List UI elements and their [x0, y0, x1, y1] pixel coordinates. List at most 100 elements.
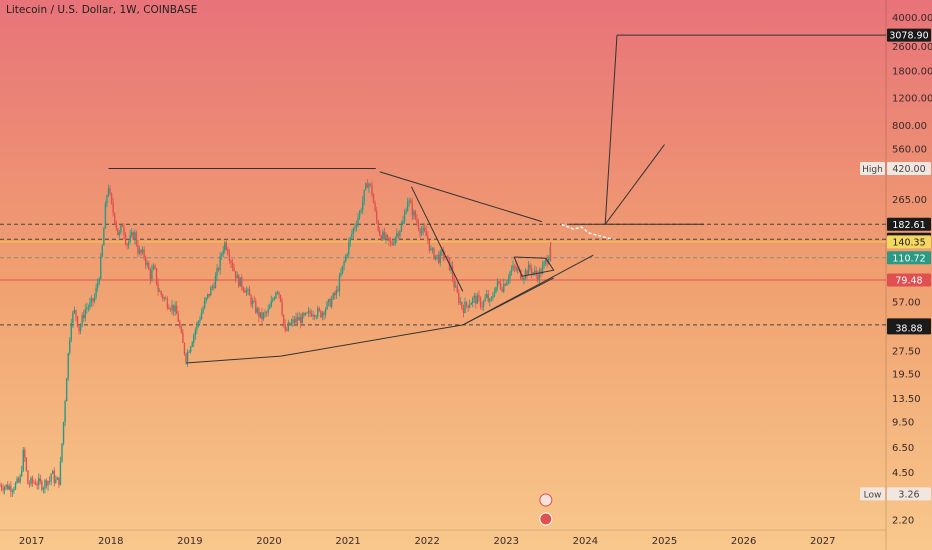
- candle-body: [89, 302, 90, 307]
- candle-body: [329, 299, 330, 306]
- candle-body: [376, 211, 377, 221]
- candle-body: [435, 255, 436, 259]
- candle-body: [292, 319, 293, 322]
- candle-body: [173, 305, 174, 312]
- candle-body: [306, 313, 307, 314]
- candle-body: [433, 248, 434, 259]
- candle-body: [122, 225, 123, 227]
- candle-body: [57, 477, 58, 479]
- candle-body: [88, 307, 89, 308]
- candle-body: [447, 256, 448, 258]
- candle-body: [348, 242, 349, 254]
- candle-body: [198, 321, 199, 323]
- candle-body: [491, 298, 492, 299]
- candle-body: [489, 299, 490, 301]
- candle-body: [266, 312, 267, 313]
- candle-body: [328, 299, 329, 302]
- candle-body: [210, 288, 211, 296]
- x-tick-label: 2021: [335, 536, 360, 547]
- candle-body: [322, 313, 323, 318]
- candle-body: [66, 379, 67, 401]
- candle-body: [405, 211, 406, 214]
- candle-body: [467, 305, 468, 307]
- candle-body: [267, 309, 268, 312]
- candle-body: [281, 301, 282, 314]
- earnings-icon[interactable]: [540, 513, 552, 525]
- candle-body: [494, 292, 495, 296]
- candle-body: [157, 284, 158, 292]
- candle-body: [24, 450, 25, 458]
- 182-61-badge[interactable]: 182.61: [887, 218, 931, 231]
- candle-body: [75, 310, 76, 316]
- candle-body: [509, 272, 510, 279]
- candle-body: [295, 317, 296, 323]
- candle-body: [461, 302, 462, 308]
- 140-35-badge[interactable]: 140.35: [887, 235, 931, 248]
- candle-body: [533, 272, 534, 273]
- candle-body: [150, 269, 151, 279]
- candle-body: [18, 478, 19, 482]
- candle-body: [114, 213, 115, 222]
- 38-88-badge[interactable]: 38.88: [887, 321, 931, 334]
- candle-body: [311, 314, 312, 317]
- candle-body: [109, 188, 110, 193]
- candle-body: [201, 313, 202, 319]
- candle-body: [396, 233, 397, 237]
- candle-body: [35, 483, 36, 485]
- candle-body: [120, 225, 121, 232]
- 79-48-badge[interactable]: 79.48: [887, 273, 931, 286]
- candle-body: [26, 458, 27, 471]
- candle-body: [360, 210, 361, 211]
- y-tick-label: 13.50: [892, 394, 921, 405]
- chart-title: Litecoin / U.S. Dollar, 1W, COINBASE: [6, 4, 197, 16]
- candle-body: [356, 225, 357, 227]
- candle-body: [457, 286, 458, 292]
- candle-body: [99, 279, 100, 283]
- x-tick-label: 2024: [573, 536, 598, 547]
- candle-body: [407, 201, 408, 211]
- candle-body: [354, 227, 355, 229]
- candle-body: [78, 326, 79, 331]
- candle-body: [365, 183, 366, 189]
- y-tick-label: 560.00: [892, 145, 927, 156]
- candle-body: [379, 230, 380, 236]
- candle-body: [111, 193, 112, 203]
- 3078-90-badge[interactable]: 3078.90: [887, 29, 931, 42]
- candle-body: [38, 478, 39, 485]
- candle-body: [187, 352, 188, 362]
- candle-body: [469, 305, 470, 308]
- candle-body: [213, 287, 214, 288]
- candle-body: [153, 266, 154, 270]
- candle-body: [495, 287, 496, 293]
- candle-body: [233, 268, 234, 271]
- low-value-badge[interactable]: 3.26: [887, 487, 931, 500]
- candle-body: [154, 266, 155, 268]
- candle-body: [255, 301, 256, 312]
- candle-body: [83, 315, 84, 318]
- candle-body: [164, 298, 165, 299]
- candle-body: [30, 478, 31, 484]
- high-value-badge[interactable]: 420.00: [887, 162, 931, 175]
- candle-body: [503, 284, 504, 292]
- candle-body: [202, 308, 203, 313]
- candle-body: [385, 235, 386, 239]
- candle-body: [218, 268, 219, 270]
- candle-body: [81, 315, 82, 325]
- candle-body: [298, 317, 299, 321]
- candle-body: [106, 195, 107, 203]
- candle-body: [212, 287, 213, 288]
- candle-body: [534, 271, 535, 273]
- candle-body: [285, 324, 286, 330]
- candle-body: [16, 478, 17, 482]
- current-price-badge[interactable]: 110.72: [887, 251, 931, 264]
- candle-body: [419, 229, 420, 233]
- candle-body: [126, 244, 127, 245]
- candle-body: [283, 315, 284, 325]
- dividend-icon[interactable]: [540, 494, 552, 506]
- candle-body: [19, 476, 20, 482]
- candle-body: [305, 313, 306, 315]
- candle-body: [317, 309, 318, 317]
- candle-body: [368, 184, 369, 188]
